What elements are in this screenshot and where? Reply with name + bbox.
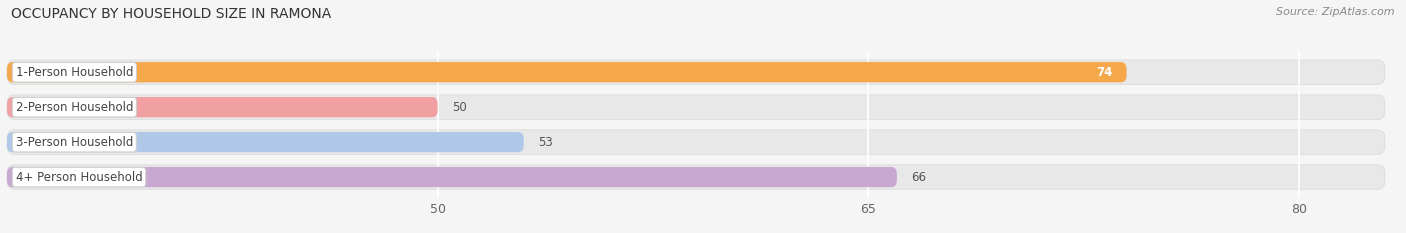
FancyBboxPatch shape <box>7 130 1385 154</box>
Text: 66: 66 <box>911 171 927 184</box>
Text: 4+ Person Household: 4+ Person Household <box>15 171 142 184</box>
Text: Source: ZipAtlas.com: Source: ZipAtlas.com <box>1277 7 1395 17</box>
FancyBboxPatch shape <box>7 165 1385 189</box>
FancyBboxPatch shape <box>7 62 1126 82</box>
Text: OCCUPANCY BY HOUSEHOLD SIZE IN RAMONA: OCCUPANCY BY HOUSEHOLD SIZE IN RAMONA <box>11 7 332 21</box>
FancyBboxPatch shape <box>7 95 1385 119</box>
Text: 74: 74 <box>1095 66 1112 79</box>
FancyBboxPatch shape <box>7 132 524 152</box>
FancyBboxPatch shape <box>7 97 437 117</box>
Text: 50: 50 <box>451 101 467 114</box>
Text: 53: 53 <box>538 136 553 149</box>
Text: 2-Person Household: 2-Person Household <box>15 101 134 114</box>
Text: 3-Person Household: 3-Person Household <box>15 136 134 149</box>
FancyBboxPatch shape <box>7 167 897 187</box>
Text: 1-Person Household: 1-Person Household <box>15 66 134 79</box>
FancyBboxPatch shape <box>7 60 1385 84</box>
